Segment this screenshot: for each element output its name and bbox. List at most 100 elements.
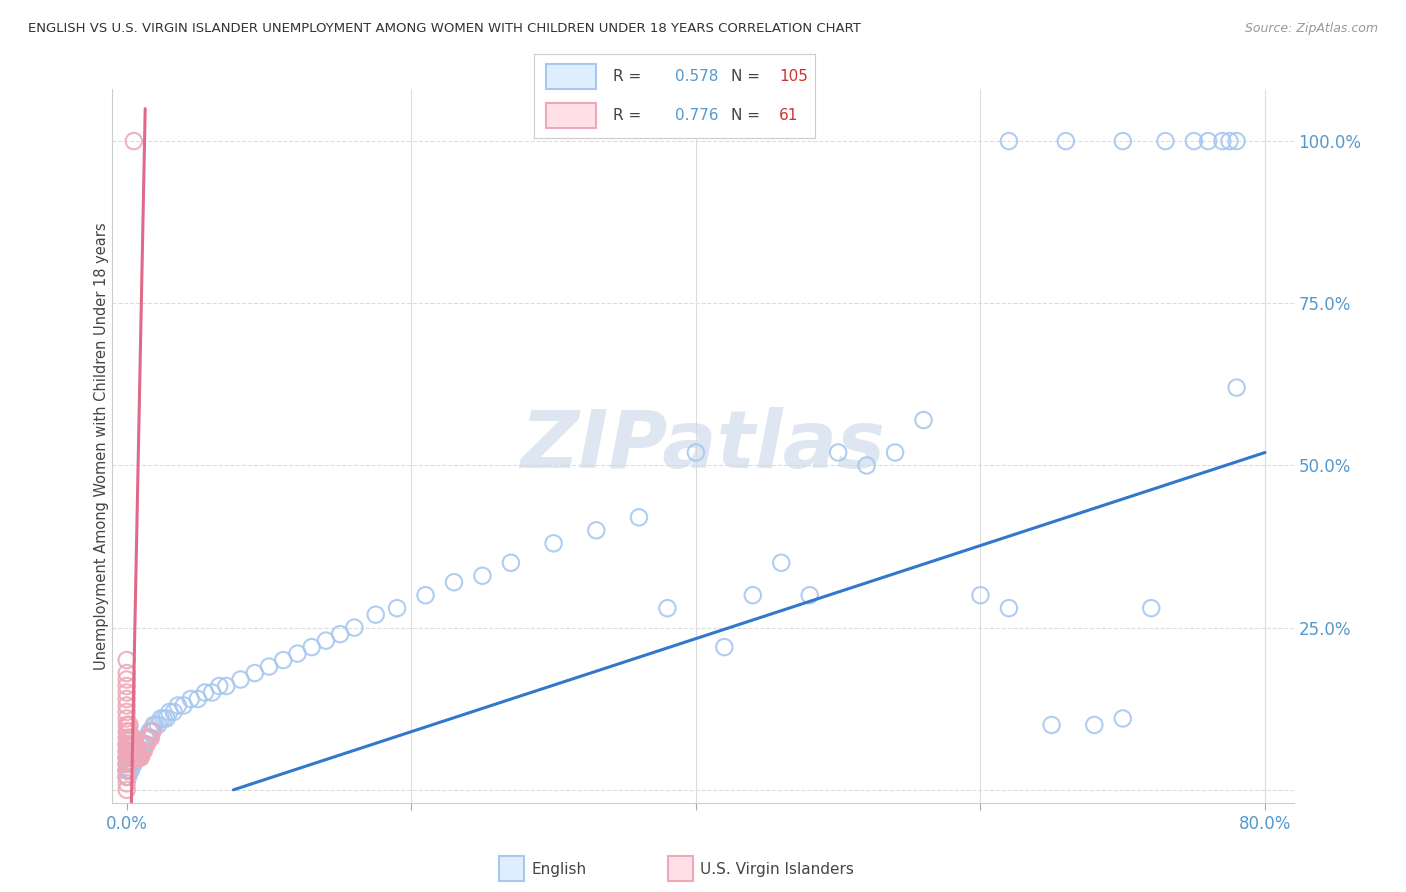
Point [129, 750, 152, 764]
Point [120, 750, 142, 764]
Point [129, 744, 152, 758]
Point [115, 750, 138, 764]
Point [115, 764, 138, 778]
Point [118, 731, 141, 745]
Point [115, 764, 138, 778]
Point [117, 744, 139, 758]
Point [115, 756, 138, 771]
Point [117, 718, 139, 732]
Point [194, 685, 217, 699]
Text: R =: R = [613, 108, 647, 123]
Point [201, 685, 224, 699]
Point [122, 750, 145, 764]
Point [1154, 134, 1177, 148]
Point [884, 445, 907, 459]
Point [215, 679, 238, 693]
Point [155, 711, 177, 725]
Point [143, 718, 166, 732]
Point [443, 575, 465, 590]
Point [301, 640, 323, 654]
Point [124, 744, 146, 758]
Point [128, 744, 150, 758]
Point [115, 692, 138, 706]
Point [141, 724, 163, 739]
Point [131, 738, 153, 752]
Point [117, 756, 139, 771]
Point [128, 738, 150, 752]
Point [115, 744, 138, 758]
Point [142, 718, 165, 732]
Y-axis label: Unemployment Among Women with Children Under 18 years: Unemployment Among Women with Children U… [94, 222, 108, 670]
Point [134, 731, 156, 745]
Point [187, 692, 209, 706]
Point [969, 588, 991, 602]
Point [125, 744, 148, 758]
Point [120, 738, 142, 752]
Point [998, 134, 1021, 148]
Point [1226, 381, 1249, 395]
Point [128, 750, 150, 764]
Point [117, 770, 139, 784]
Point [157, 705, 180, 719]
Point [115, 705, 138, 719]
Point [149, 711, 172, 725]
Point [998, 601, 1021, 615]
Text: ZIPatlas: ZIPatlas [520, 407, 886, 485]
Point [121, 750, 143, 764]
Point [122, 750, 145, 764]
Point [117, 731, 139, 745]
Point [139, 724, 162, 739]
Point [741, 588, 763, 602]
Point [1226, 134, 1249, 148]
Point [543, 536, 565, 550]
Point [115, 744, 138, 758]
Point [118, 764, 141, 778]
Point [120, 750, 142, 764]
Point [118, 744, 141, 758]
Point [135, 738, 157, 752]
Point [115, 750, 138, 764]
Point [1218, 134, 1240, 148]
Point [1182, 134, 1205, 148]
Point [127, 744, 149, 758]
Point [115, 731, 138, 745]
Point [120, 764, 142, 778]
Point [115, 685, 138, 699]
Point [499, 556, 522, 570]
Point [173, 698, 195, 713]
Point [1112, 711, 1135, 725]
Point [115, 718, 138, 732]
Point [122, 738, 145, 752]
Point [138, 724, 160, 739]
Point [139, 731, 162, 745]
Point [329, 627, 352, 641]
Point [385, 601, 408, 615]
Point [115, 653, 138, 667]
Point [118, 744, 141, 758]
Text: U.S. Virgin Islanders: U.S. Virgin Islanders [700, 863, 853, 877]
Text: 105: 105 [779, 69, 808, 84]
Point [141, 724, 163, 739]
Point [118, 750, 141, 764]
Point [136, 731, 159, 745]
Point [124, 744, 146, 758]
Text: English: English [531, 863, 586, 877]
Point [136, 731, 159, 745]
Point [770, 556, 793, 570]
Point [118, 756, 141, 771]
Point [120, 756, 142, 771]
Point [115, 770, 138, 784]
Point [1211, 134, 1233, 148]
Point [115, 776, 138, 790]
Point [471, 568, 494, 582]
Text: N =: N = [731, 108, 765, 123]
Point [163, 705, 186, 719]
Point [132, 744, 155, 758]
Point [124, 750, 146, 764]
Point [117, 724, 139, 739]
Point [146, 718, 169, 732]
Text: 0.776: 0.776 [675, 108, 718, 123]
Point [167, 698, 190, 713]
Bar [546, 63, 596, 89]
Point [115, 756, 138, 771]
